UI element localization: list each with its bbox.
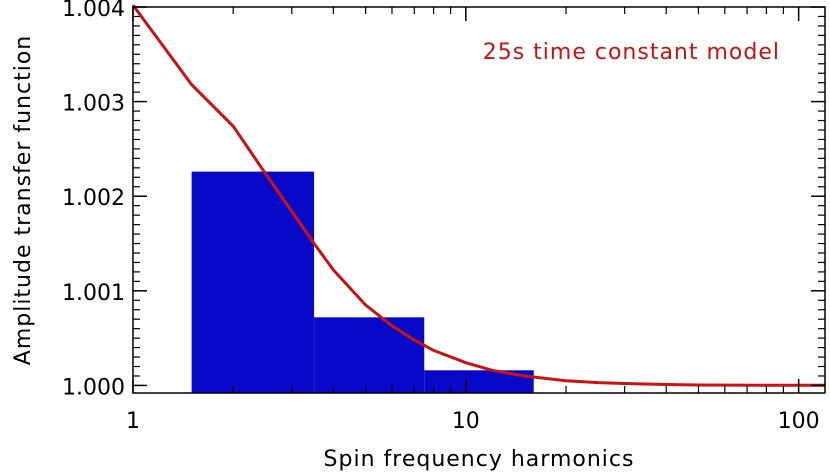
y-tick-label: 1.001 [62, 281, 125, 306]
y-tick-label: 1.002 [62, 186, 125, 211]
model-curve-line [131, 4, 825, 387]
plot-frame [132, 6, 826, 394]
y-tick-label: 1.003 [62, 92, 125, 117]
x-tick-label: 1 [126, 409, 140, 434]
x-tick-label: 10 [452, 409, 480, 434]
ticks-layer: 1 10 100 1.000 1.001 1.002 1.003 1.004 [62, 0, 825, 434]
y-tick-label: 1.004 [62, 0, 125, 22]
bars-layer [191, 171, 534, 393]
x-tick-label: 100 [778, 409, 820, 434]
histogram-bar-2 [314, 317, 425, 393]
y-axis-title: Amplitude transfer function [11, 35, 36, 365]
model-annotation: 25s time constant model [483, 40, 780, 65]
histogram-bar-1 [191, 171, 315, 393]
histogram-bar-3 [424, 370, 534, 393]
x-axis-title: Spin frequency harmonics [324, 447, 635, 472]
y-tick-label: 1.000 [62, 375, 125, 400]
model-curve-layer [131, 4, 825, 387]
